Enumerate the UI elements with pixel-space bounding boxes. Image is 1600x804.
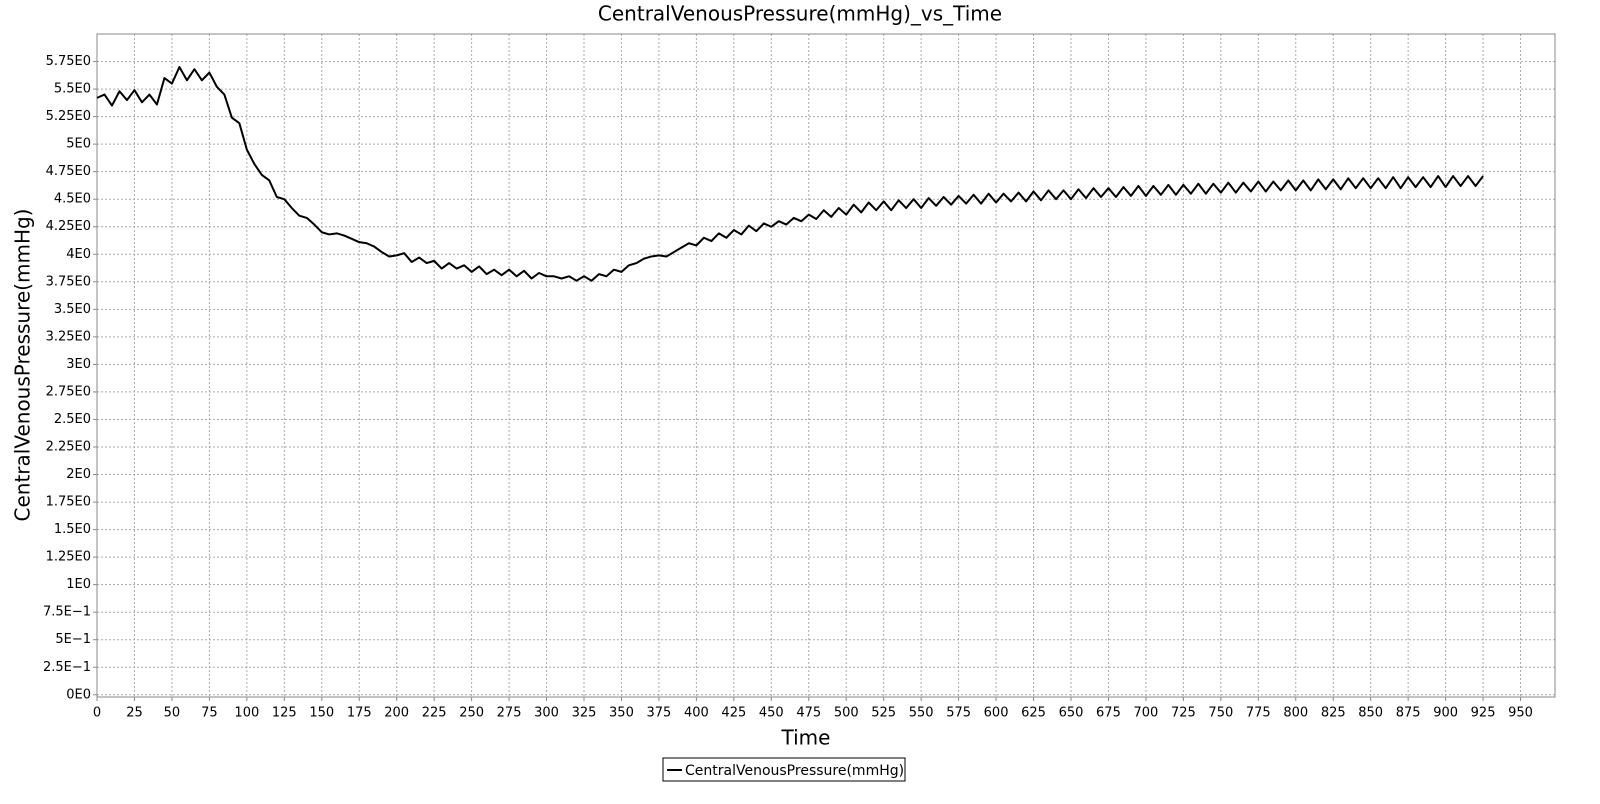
x-tick-label: 225 [422, 706, 447, 721]
x-tick-label: 725 [1171, 706, 1196, 721]
y-tick-label: 4.75E0 [46, 164, 91, 179]
x-tick-label: 650 [1059, 706, 1084, 721]
y-tick-label: 3.75E0 [46, 274, 91, 289]
y-tick-label: 2.5E0 [54, 412, 91, 427]
y-tick-label: 3E0 [66, 357, 91, 372]
y-tick-label: 3.5E0 [54, 302, 91, 317]
x-tick-label: 625 [1021, 706, 1046, 721]
x-tick-label: 600 [984, 706, 1009, 721]
y-tick-label: 5E−1 [55, 632, 91, 647]
y-tick-label: 5E0 [66, 137, 91, 152]
x-tick-label: 350 [609, 706, 634, 721]
x-tick-label: 275 [497, 706, 522, 721]
y-tick-label: 5.25E0 [46, 109, 91, 124]
x-tick-label: 375 [647, 706, 672, 721]
x-tick-label: 300 [534, 706, 559, 721]
x-tick-label: 200 [384, 706, 409, 721]
x-tick-label: 525 [871, 706, 896, 721]
y-tick-label: 1.5E0 [54, 522, 91, 537]
x-tick-label: 825 [1321, 706, 1346, 721]
y-tick-label: 4.25E0 [46, 219, 91, 234]
x-tick-label: 100 [234, 706, 259, 721]
y-tick-label: 2.5E−1 [43, 660, 91, 675]
x-tick-label: 575 [946, 706, 971, 721]
x-tick-label: 425 [721, 706, 746, 721]
x-tick-label: 800 [1283, 706, 1308, 721]
y-tick-label: 5.75E0 [46, 54, 91, 69]
x-tick-label: 850 [1358, 706, 1383, 721]
y-tick-label: 4.5E0 [54, 192, 91, 207]
x-tick-label: 325 [572, 706, 597, 721]
y-tick-label: 1E0 [66, 577, 91, 592]
x-tick-label: 0 [93, 706, 101, 721]
x-tick-label: 25 [126, 706, 143, 721]
x-tick-label: 150 [309, 706, 334, 721]
x-tick-label: 400 [684, 706, 709, 721]
x-tick-label: 450 [759, 706, 784, 721]
y-tick-label: 2.75E0 [46, 384, 91, 399]
x-tick-label: 675 [1096, 706, 1121, 721]
x-tick-label: 775 [1246, 706, 1271, 721]
plot-frame [96, 33, 1556, 698]
x-tick-label: 925 [1471, 706, 1496, 721]
y-tick-label: 2.25E0 [46, 439, 91, 454]
line [96, 66, 1484, 282]
y-tick-label: 0E0 [66, 687, 91, 702]
y-tick-label: 2E0 [66, 467, 91, 482]
x-tick-label: 950 [1508, 706, 1533, 721]
x-tick-label: 250 [459, 706, 484, 721]
x-axis-label: Time [781, 726, 831, 750]
x-tick-label: 750 [1208, 706, 1233, 721]
x-tick-label: 50 [164, 706, 181, 721]
y-tick-label: 5.5E0 [54, 82, 91, 97]
x-tick-label: 875 [1396, 706, 1421, 721]
x-tick-label: 550 [909, 706, 934, 721]
x-tick-label: 900 [1433, 706, 1458, 721]
chart-title: CentralVenousPressure(mmHg)_vs_Time [598, 2, 1002, 26]
x-tick-label: 75 [201, 706, 218, 721]
y-tick-label: 1.25E0 [46, 550, 91, 565]
y-tick-label: 7.5E−1 [43, 605, 91, 620]
x-tick-label: 475 [796, 706, 821, 721]
x-tick-label: 500 [834, 706, 859, 721]
y-tick-label: 1.75E0 [46, 495, 91, 510]
legend-label: CentralVenousPressure(mmHg) [685, 763, 904, 779]
y-tick-label: 4E0 [66, 247, 91, 262]
y-axis-label: CentralVenousPressure(mmHg) [11, 209, 35, 522]
x-tick-label: 175 [347, 706, 372, 721]
legend [662, 757, 906, 782]
x-tick-label: 125 [272, 706, 297, 721]
x-tick-label: 700 [1134, 706, 1159, 721]
y-tick-label: 3.25E0 [46, 329, 91, 344]
